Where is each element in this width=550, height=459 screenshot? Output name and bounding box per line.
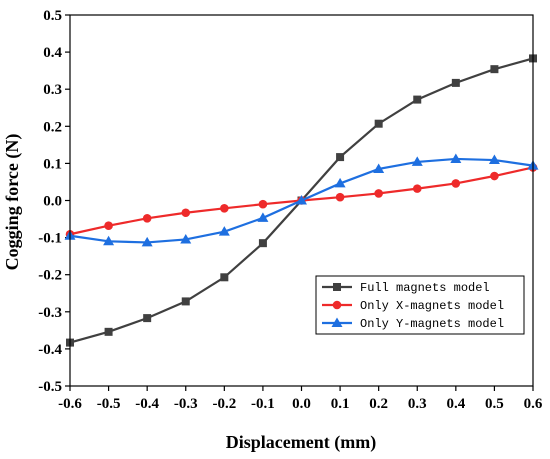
data-point <box>257 212 269 222</box>
data-point <box>451 179 461 188</box>
x-tick-label: 0.6 <box>524 396 543 412</box>
data-point <box>258 199 268 209</box>
data-point <box>488 154 500 165</box>
x-tick-label: -0.1 <box>251 396 275 412</box>
y-tick-label: -0.1 <box>38 231 62 247</box>
legend-label: Full magnets model <box>360 281 490 295</box>
x-tick-label: -0.4 <box>135 396 159 412</box>
data-point <box>220 273 229 282</box>
x-tick-label: 0.0 <box>292 396 311 412</box>
x-axis-title: Displacement (mm) <box>226 432 376 453</box>
data-point <box>103 235 115 246</box>
data-point <box>334 177 346 188</box>
tick-labels: -0.6 -0.5 -0.4 -0.3 -0.2 -0.1 0.0 0.1 0.2 0.3 0.4 0… <box>38 8 543 412</box>
y-tick-label: 0.5 <box>43 8 62 24</box>
series-layer <box>64 54 539 347</box>
legend-item: Only X-magnets model <box>322 299 504 313</box>
x-tick-label: 0.3 <box>408 396 427 412</box>
legend-marker <box>331 317 343 327</box>
y-tick-label: 0.0 <box>43 194 62 210</box>
y-tick-label: -0.2 <box>38 268 62 284</box>
x-tick-label: 0.1 <box>331 396 350 412</box>
data-point <box>374 189 383 198</box>
y-tick-label: 0.2 <box>43 119 62 135</box>
data-point <box>104 221 113 231</box>
data-point <box>218 226 230 236</box>
x-tick-label: 0.5 <box>485 396 504 412</box>
legend-item: Only Y-magnets model <box>322 317 504 331</box>
data-point <box>336 153 345 162</box>
data-point <box>490 65 499 74</box>
data-point <box>104 327 113 336</box>
data-point <box>258 239 267 248</box>
plot-frame <box>69 14 534 387</box>
data-point <box>143 314 152 323</box>
y-tick-label: 0.4 <box>43 45 62 61</box>
data-point <box>411 156 423 166</box>
data-point <box>296 195 307 205</box>
y-axis-title: Cogging force (N) <box>2 134 23 271</box>
legend-label: Only X-magnets model <box>360 299 504 313</box>
data-point <box>450 153 462 163</box>
y-tick-label: -0.3 <box>38 305 62 321</box>
x-tick-label: -0.6 <box>58 396 82 412</box>
data-point <box>373 163 385 173</box>
x-tick-label: 0.2 <box>369 396 388 412</box>
x-tick-label: -0.3 <box>174 396 198 412</box>
x-tick-label: 0.4 <box>446 396 465 412</box>
y-tick-label: -0.4 <box>38 342 62 358</box>
data-point <box>141 236 153 247</box>
legend-marker <box>332 300 342 310</box>
data-point <box>374 119 383 128</box>
series-3 <box>64 153 539 247</box>
data-point <box>335 192 345 202</box>
legend: Full magnets model Only X-magnets model On… <box>315 275 525 335</box>
y-tick-label: 0.3 <box>43 82 62 98</box>
x-tick-label: -0.2 <box>212 396 236 412</box>
y-tick-label: 0.1 <box>43 156 62 172</box>
data-point <box>220 203 229 213</box>
data-point <box>181 208 191 218</box>
x-tick-label: -0.5 <box>97 396 121 412</box>
legend-label: Only Y-magnets model <box>360 317 504 331</box>
data-point <box>181 297 190 306</box>
data-point <box>413 95 422 104</box>
data-point <box>412 184 422 193</box>
y-tick-label: -0.5 <box>38 379 62 395</box>
legend-item: Full magnets model <box>322 281 490 295</box>
data-point <box>180 233 192 244</box>
legend-marker <box>333 283 341 291</box>
data-point <box>451 78 460 87</box>
data-point <box>142 214 152 223</box>
data-point <box>490 171 499 181</box>
